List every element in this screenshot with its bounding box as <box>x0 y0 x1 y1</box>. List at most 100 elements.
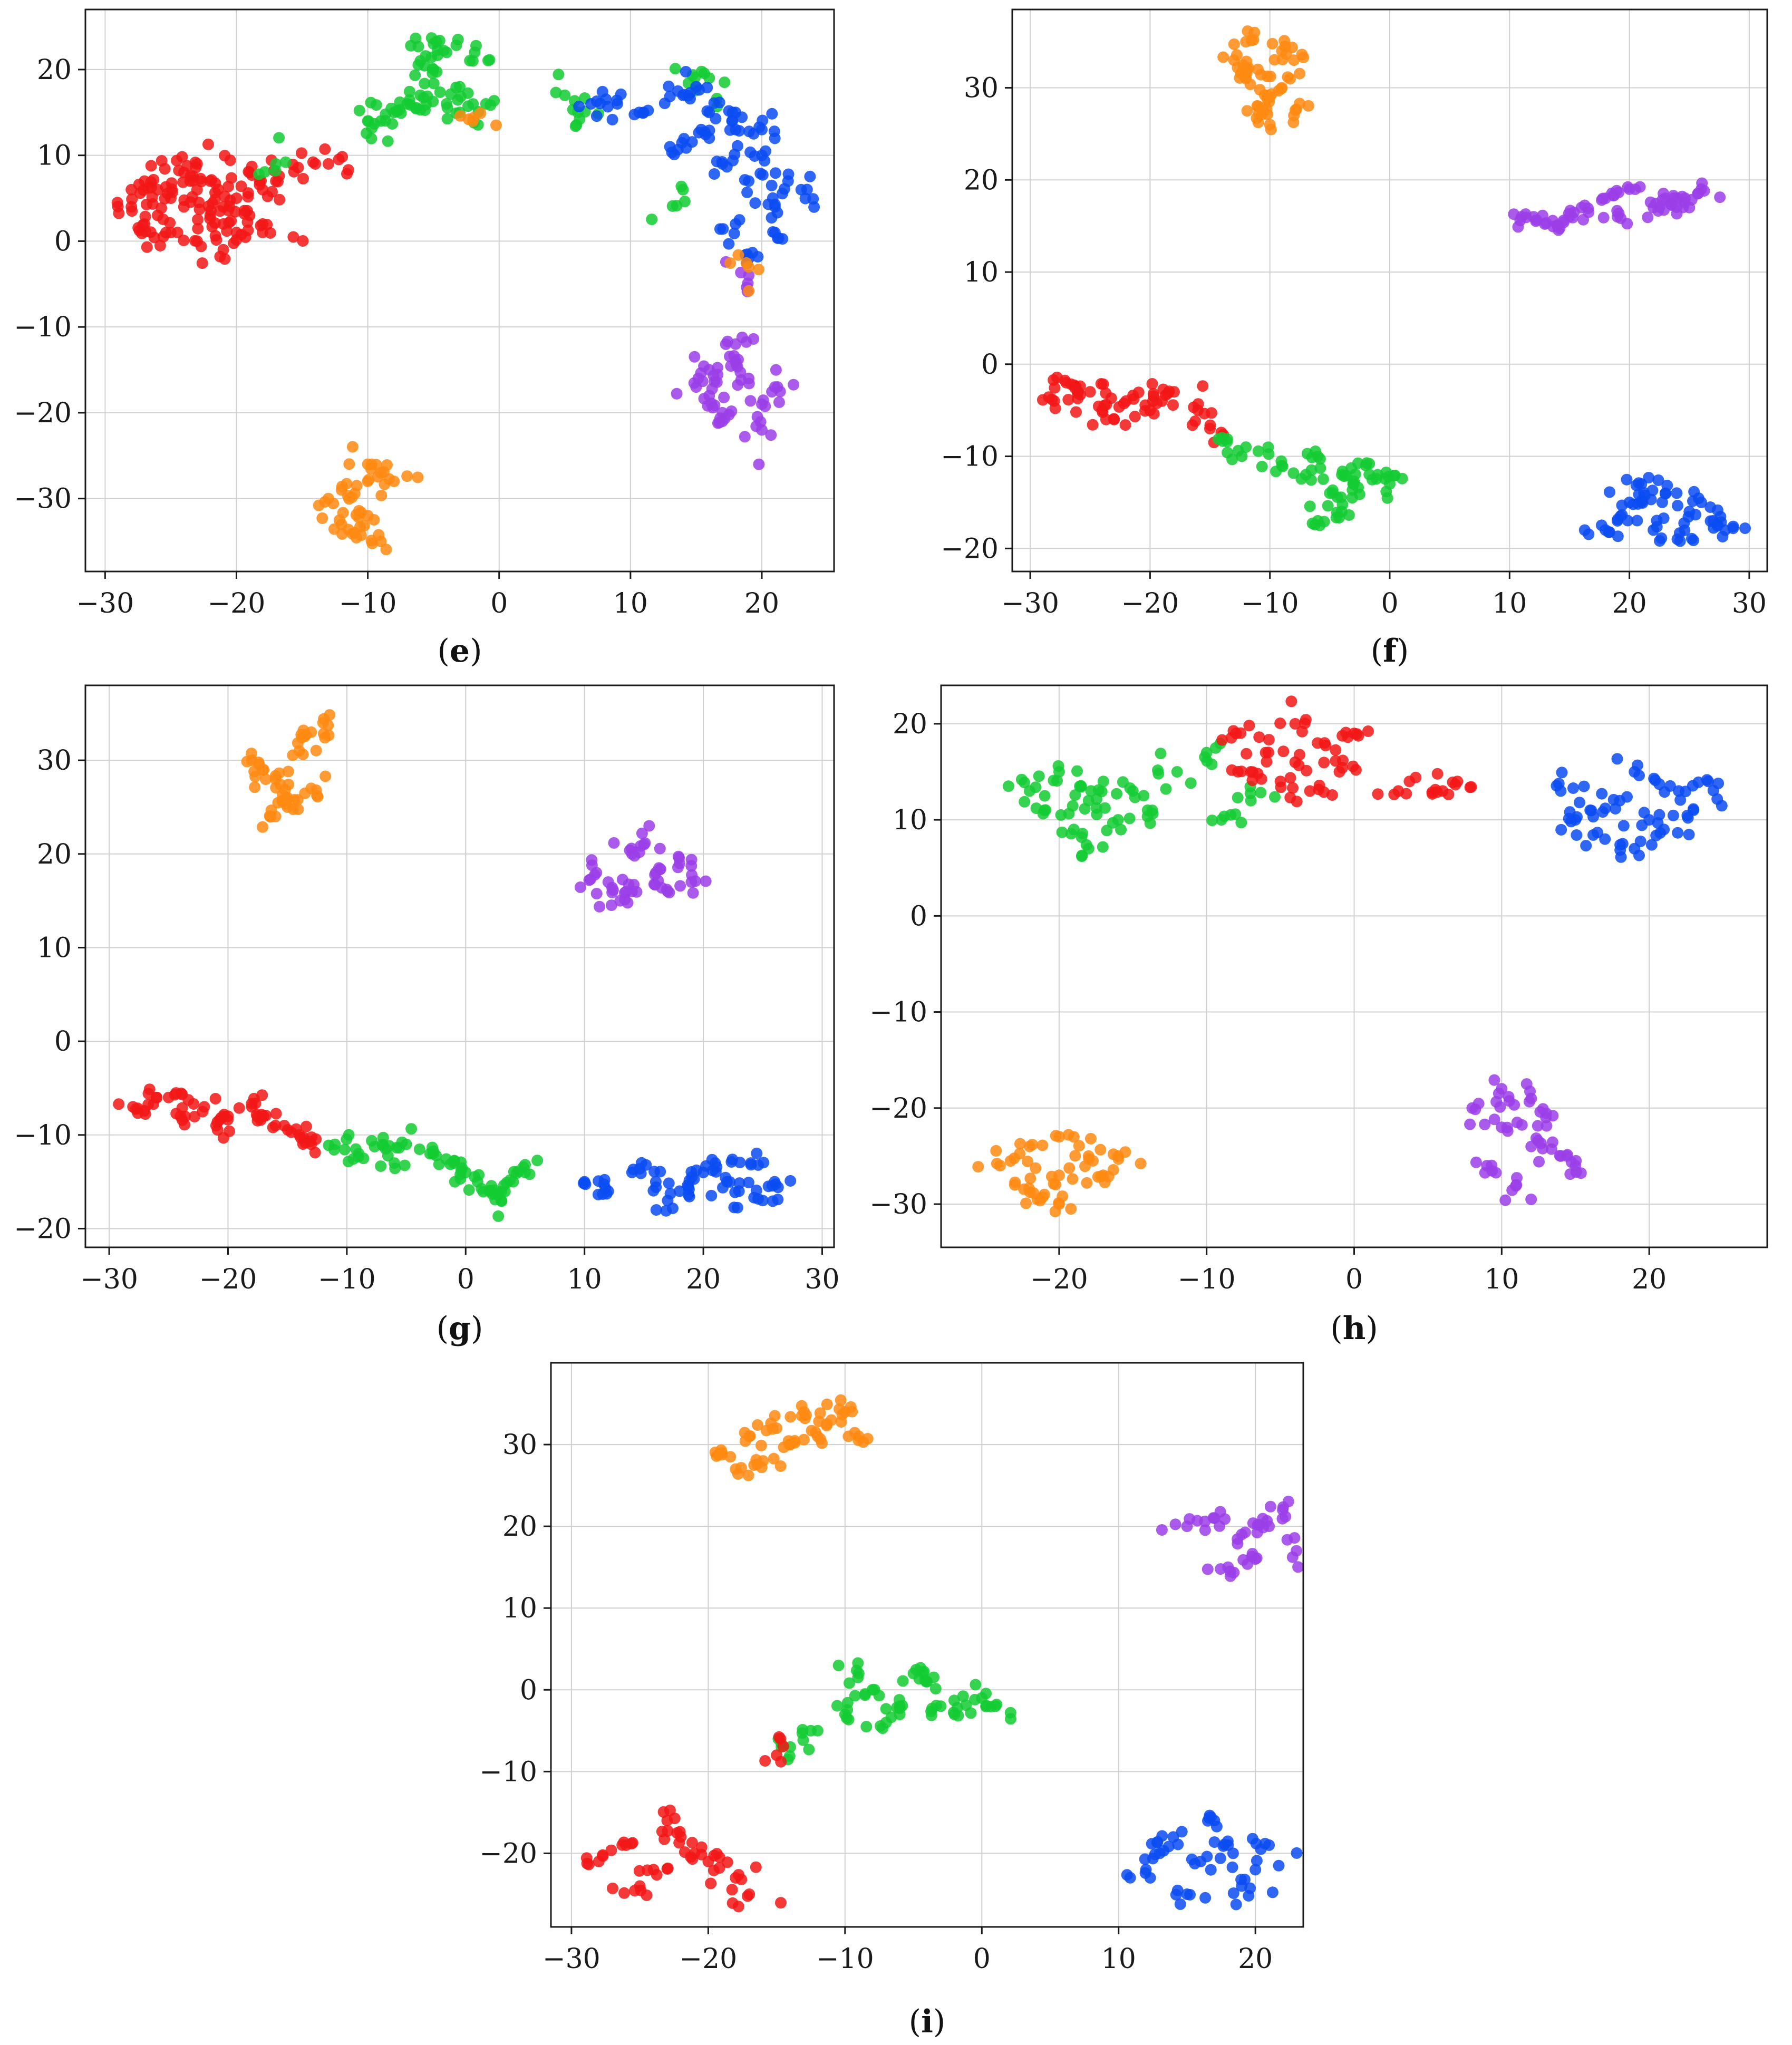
scatter-point-orange <box>249 781 261 793</box>
scatter-point-purple <box>1242 1558 1254 1570</box>
scatter-point-purple <box>1506 1184 1518 1196</box>
scatter-point-green <box>1345 462 1357 474</box>
scatter-point-purple <box>628 879 640 891</box>
scatter-point-orange <box>1037 1139 1049 1151</box>
scatter-point-red <box>211 1116 224 1128</box>
scatter-point-red <box>1294 749 1305 761</box>
scatter-point-blue <box>1597 806 1609 818</box>
scatter-point-blue <box>1266 1886 1278 1898</box>
scatter-point-red <box>242 187 254 199</box>
scatter-point-orange <box>287 803 299 816</box>
scatter-point-green <box>675 180 687 192</box>
scatter-point-orange <box>1067 1173 1079 1185</box>
scatter-point-orange <box>297 748 309 760</box>
scatter-point-red <box>111 197 123 209</box>
scatter-point-blue <box>1171 1884 1184 1896</box>
scatter-point-purple <box>1232 1533 1244 1545</box>
scatter-point-orange <box>769 1410 781 1422</box>
scatter-point-blue <box>766 212 778 224</box>
scatter-point-blue <box>688 1173 700 1185</box>
scatter-point-orange <box>753 264 764 276</box>
scatter-point-blue <box>1604 486 1615 498</box>
scatter-point-red <box>1070 381 1082 393</box>
scatter-point-red <box>125 183 138 196</box>
scatter-point-red <box>686 1853 699 1865</box>
scatter-point-green <box>1201 755 1213 767</box>
scatter-point-red <box>1326 789 1338 801</box>
scatter-point-red <box>287 231 299 243</box>
scatter-point-purple <box>689 351 701 363</box>
y-tick-label: 10 <box>37 140 72 172</box>
scatter-point-purple <box>1561 1150 1573 1162</box>
scatter-point-purple <box>636 827 648 839</box>
scatter-point-green <box>1099 802 1111 814</box>
chart-g: −30 −20 −10 0 10 20 30 −20 −10 0 10 20 30 (g) <box>14 684 840 1347</box>
scatter-point-red <box>656 1826 668 1838</box>
scatter-point-red <box>618 1887 630 1899</box>
scatter-point-purple <box>1570 1166 1582 1178</box>
scatter-point-orange <box>1026 1139 1039 1151</box>
scatter-point-red <box>209 230 221 242</box>
x-tick-label: 30 <box>1732 588 1767 619</box>
scatter-point-red <box>157 214 169 225</box>
scatter-point-orange <box>365 458 377 470</box>
scatter-point-blue <box>1686 532 1698 545</box>
scatter-point-green <box>338 1143 351 1156</box>
scatter-point-orange <box>355 529 367 541</box>
scatter-point-purple <box>654 842 666 855</box>
scatter-point-green <box>844 1677 855 1689</box>
scatter-point-blue <box>667 1203 679 1214</box>
scatter-point-orange <box>1287 117 1300 129</box>
scatter-point-purple <box>1611 205 1623 217</box>
scatter-point-red <box>1097 406 1109 418</box>
scatter-point-orange <box>1085 1132 1097 1145</box>
scatter-point-orange <box>990 1145 1002 1157</box>
scatter-point-orange <box>1099 1176 1111 1188</box>
scatter-point-red <box>188 1098 200 1110</box>
scatter-point-blue <box>1653 809 1665 821</box>
scatter-point-blue <box>750 1184 762 1196</box>
scatter-point-purple <box>724 351 736 363</box>
scatter-point-red <box>1127 390 1139 402</box>
scatter-point-orange <box>742 1469 754 1481</box>
scatter-point-green <box>666 200 679 212</box>
scatter-point-red <box>196 257 208 269</box>
scatter-point-green <box>965 1707 977 1719</box>
scatter-point-blue <box>766 1180 778 1192</box>
scatter-point-green <box>783 1750 796 1762</box>
scatter-point-orange <box>388 476 400 488</box>
scatter-point-blue <box>1717 531 1729 542</box>
scatter-point-orange <box>821 1419 832 1431</box>
scatter-point-red <box>246 1098 258 1110</box>
scatter-point-green <box>464 55 476 67</box>
scatter-point-red <box>626 1837 638 1849</box>
scatter-point-orange <box>375 489 388 501</box>
scatter-point-purple <box>766 386 778 398</box>
scatter-point-blue <box>736 111 748 123</box>
scatter-point-orange <box>341 478 353 490</box>
scatter-point-orange <box>1069 1150 1081 1162</box>
scatter-point-blue <box>628 109 641 121</box>
scatter-point-purple <box>1257 1513 1269 1525</box>
scatter-point-orange <box>1024 1172 1037 1185</box>
scatter-point-blue <box>1124 1872 1136 1884</box>
scatter-point-blue <box>1222 1835 1234 1847</box>
scatter-point-orange <box>816 1437 828 1449</box>
scatter-point-blue <box>602 101 614 113</box>
plot-frame <box>84 8 835 573</box>
scatter-point-red <box>1197 380 1209 392</box>
scatter-point-purple <box>706 383 718 395</box>
scatter-point-red <box>1274 718 1286 729</box>
scatter-point-blue <box>1205 1864 1217 1876</box>
scatter-point-purple <box>619 894 631 906</box>
scatter-point-red <box>1289 718 1301 730</box>
x-tick-label: −10 <box>1178 1264 1236 1295</box>
scatter-point-purple <box>1714 191 1726 203</box>
scatter-point-red <box>142 1099 154 1110</box>
scatter-point-blue <box>1711 504 1723 516</box>
scatter-point-green <box>273 132 285 144</box>
scatter-point-green <box>1330 511 1342 524</box>
scatter-point-green <box>1052 760 1064 772</box>
scatter-point-red <box>1320 740 1332 752</box>
